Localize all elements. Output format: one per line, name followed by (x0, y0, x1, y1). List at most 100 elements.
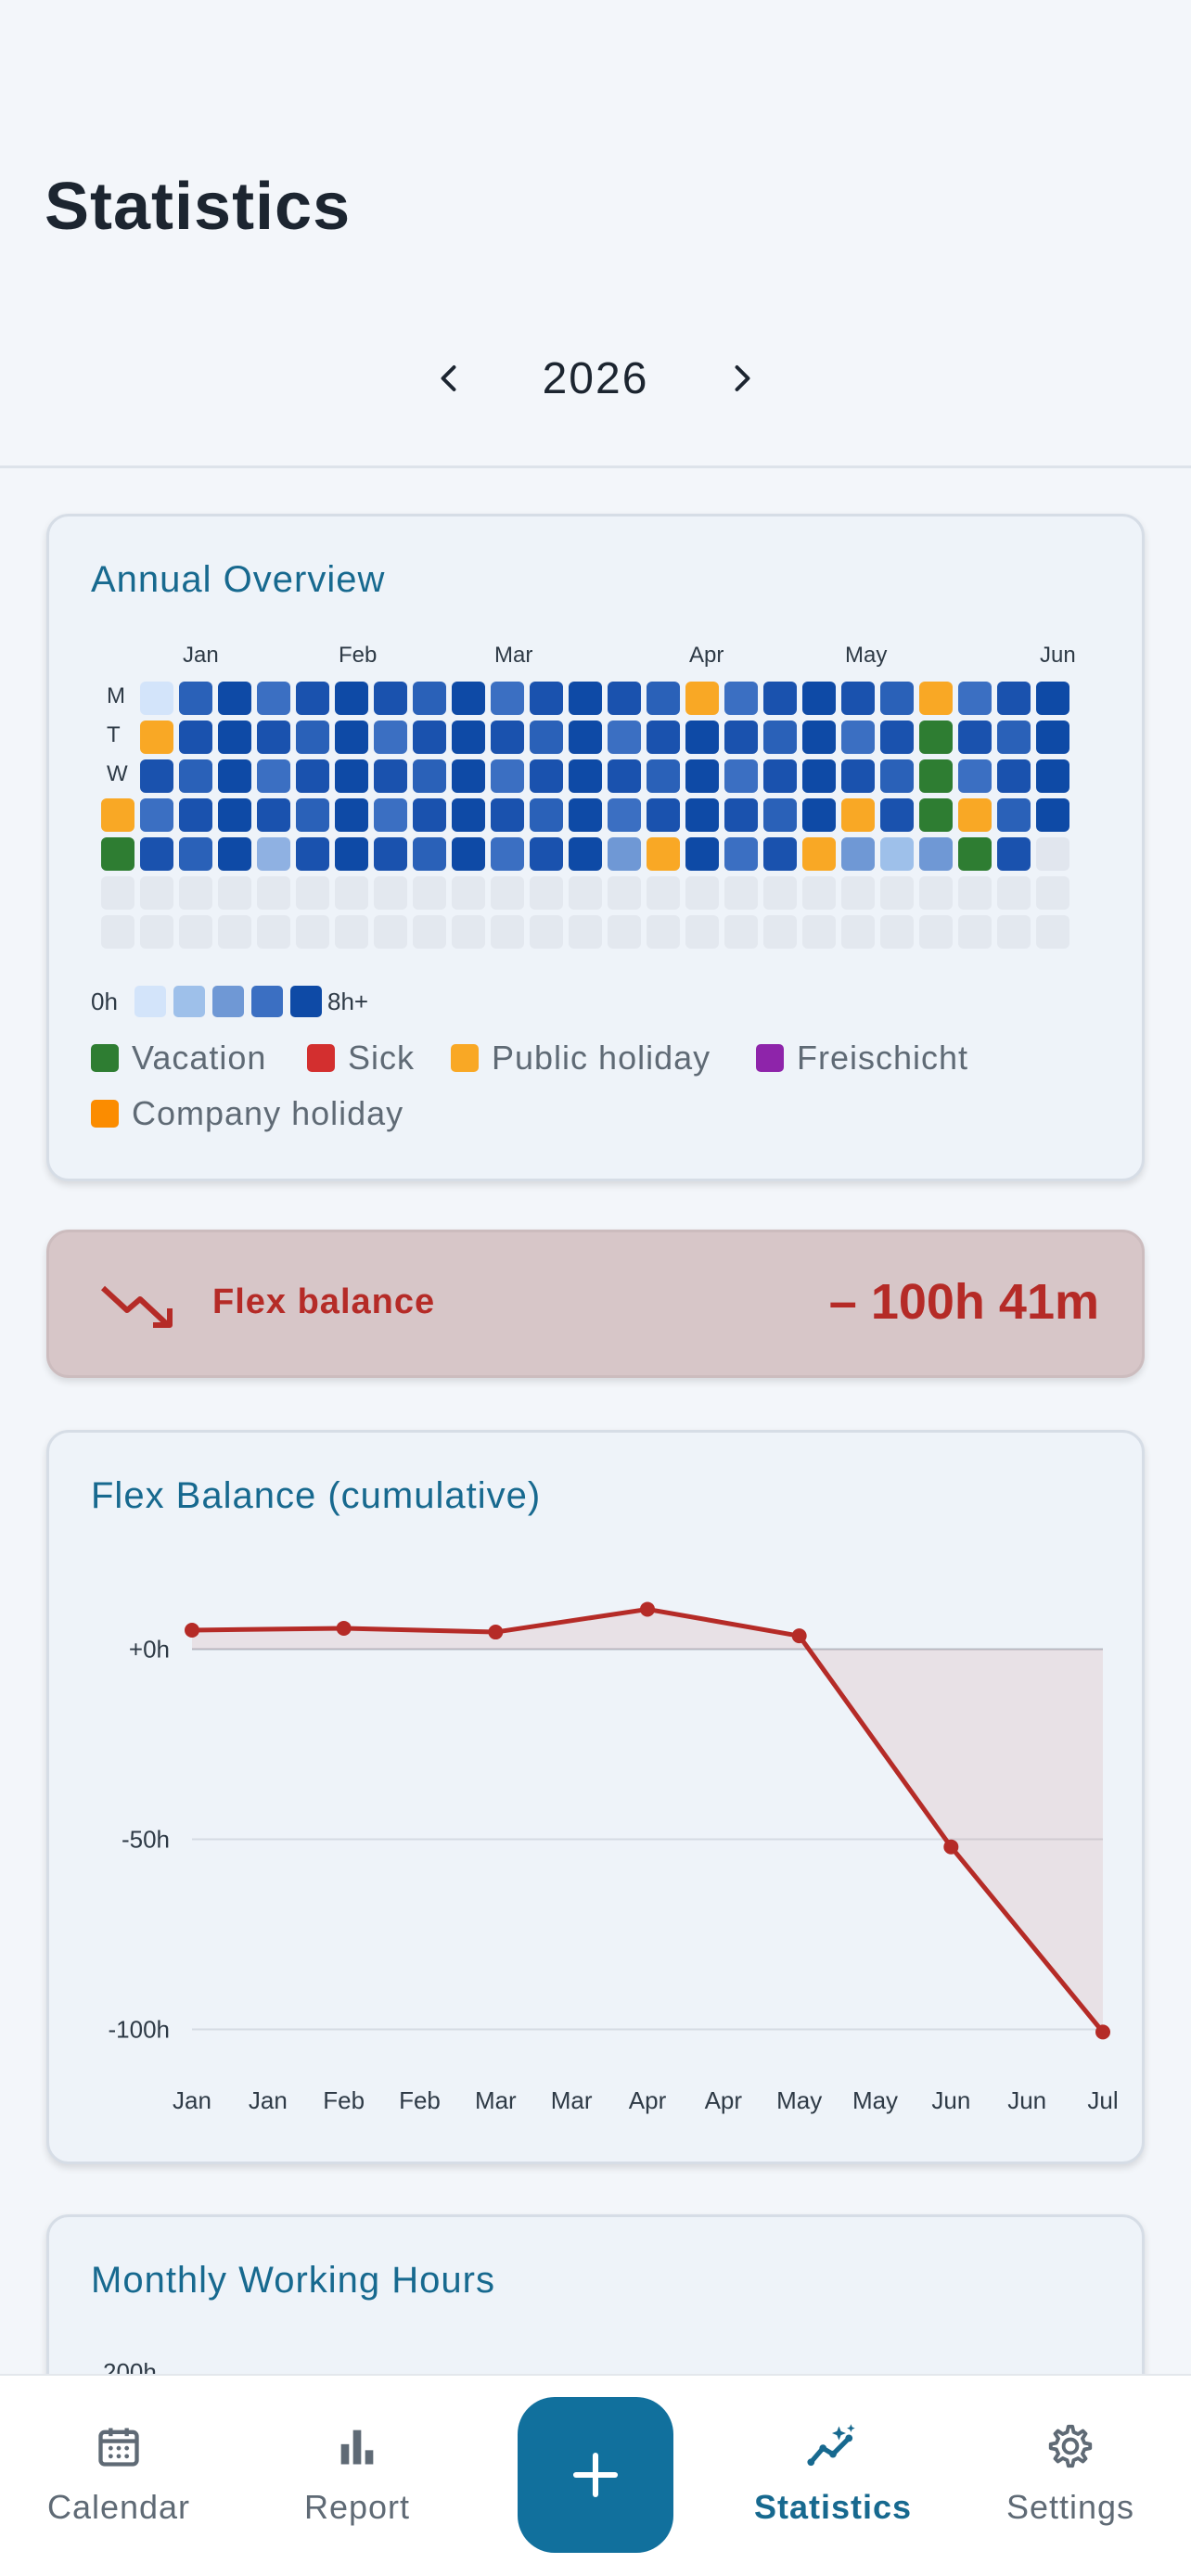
year-label: 2026 (542, 353, 649, 403)
heatmap-day-cell (647, 915, 680, 949)
x-tick-label: Mar (475, 2086, 517, 2114)
heatmap-day-cell (296, 759, 329, 793)
heatmap-day-cell (841, 837, 875, 871)
previous-year-button[interactable] (422, 351, 478, 406)
heatmap-day-cell (101, 915, 134, 949)
scale-step-2 (173, 986, 205, 1017)
heatmap-day-cell (1036, 759, 1069, 793)
heatmap-day-cell (413, 721, 446, 754)
legend-sick: Sick (307, 1039, 415, 1078)
heatmap-day-cell (179, 876, 212, 910)
weekday-label: M (107, 683, 125, 708)
flex-balance-card[interactable]: Flex balance – 100h 41m (46, 1230, 1145, 1378)
heatmap-day-cell (101, 837, 134, 871)
heatmap-day-cell (647, 837, 680, 871)
heatmap-day-cell (296, 721, 329, 754)
trending-down-icon (100, 1285, 173, 1328)
heatmap-day-cell (919, 721, 953, 754)
heatmap-day-cell (1036, 721, 1069, 754)
heatmap-day-cell (841, 721, 875, 754)
heatmap-day-cell (958, 876, 992, 910)
heatmap-day-cell (608, 759, 641, 793)
add-entry-button[interactable] (518, 2397, 673, 2553)
nav-calendar[interactable]: Calendar (17, 2422, 221, 2527)
heatmap-day-cell (257, 915, 290, 949)
freischicht-swatch (756, 1044, 784, 1072)
nav-report[interactable]: Report (255, 2422, 459, 2527)
heatmap-day-cell (374, 798, 407, 832)
heatmap-day-cell (802, 798, 836, 832)
heatmap-day-cell (802, 682, 836, 715)
heatmap-day-cell (296, 682, 329, 715)
x-tick-label: Jun (1007, 2086, 1046, 2114)
heatmap-day-cell (218, 721, 251, 754)
heatmap-day-cell (491, 798, 524, 832)
heatmap-day-cell (452, 721, 485, 754)
heatmap-day-cell (685, 759, 719, 793)
heatmap-day-cell (958, 759, 992, 793)
nav-settings[interactable]: Settings (968, 2422, 1172, 2527)
heatmap-day-cell (997, 876, 1031, 910)
x-tick-label: Jan (249, 2086, 288, 2114)
y-tick-label: -100h (109, 2016, 171, 2044)
bar-chart-icon (340, 2429, 374, 2465)
month-label: May (845, 643, 888, 668)
nav-report-label: Report (303, 2488, 411, 2526)
chevron-right-icon (735, 365, 750, 391)
heatmap-day-cell (724, 798, 758, 832)
heatmap-day-cell (452, 798, 485, 832)
heatmap-day-cell (880, 837, 914, 871)
heatmap-day-cell (140, 759, 173, 793)
sick-swatch (307, 1044, 335, 1072)
flex-balance-chart-card: Flex Balance (cumulative) +0h -50h -100h Ja… (46, 1430, 1145, 2164)
heatmap-day-cell (569, 837, 602, 871)
legend-public-holiday: Public holiday (451, 1039, 711, 1078)
heatmap-day-cell (919, 759, 953, 793)
nav-statistics[interactable]: Statistics (731, 2422, 935, 2527)
heatmap-day-cell (763, 915, 797, 949)
heatmap-day-cell (958, 721, 992, 754)
heatmap-day-cell (841, 682, 875, 715)
monthly-chart-title: Monthly Working Hours (91, 2260, 495, 2301)
heatmap-day-cell (1036, 682, 1069, 715)
weekday-label: T (107, 722, 121, 747)
heatmap-day-cell (179, 837, 212, 871)
x-tick-label: May (852, 2086, 898, 2114)
next-year-button[interactable] (713, 351, 769, 406)
heatmap-day-cell (763, 837, 797, 871)
heatmap-day-cell (802, 759, 836, 793)
flex-balance-label: Flex balance (212, 1282, 436, 1321)
heatmap-day-cell (491, 682, 524, 715)
heatmap-day-cell (296, 798, 329, 832)
heatmap-day-cell (569, 915, 602, 949)
heatmap-day-cell (685, 876, 719, 910)
heatmap-day-cell (841, 798, 875, 832)
x-tick-label: Feb (399, 2086, 441, 2114)
heatmap-day-cell (1036, 837, 1069, 871)
heatmap-day-cell (530, 915, 563, 949)
heatmap-day-cell (374, 682, 407, 715)
heatmap-day-cell (218, 837, 251, 871)
heatmap-day-cell (530, 876, 563, 910)
scale-step-3 (212, 986, 244, 1017)
heatmap-day-cell (880, 798, 914, 832)
heatmap-day-cell (257, 682, 290, 715)
heatmap-day-cell (958, 837, 992, 871)
heatmap-day-cell (997, 915, 1031, 949)
heatmap-day-cell (257, 837, 290, 871)
heatmap-day-cell (296, 837, 329, 871)
insights-icon (807, 2424, 855, 2467)
heatmap-day-cell (374, 721, 407, 754)
heatmap-day-cell (374, 876, 407, 910)
heatmap-day-cell (685, 837, 719, 871)
gear-icon (1048, 2424, 1093, 2468)
heatmap-day-cell (569, 682, 602, 715)
heatmap-day-cell (491, 837, 524, 871)
heatmap-day-cell (685, 682, 719, 715)
heatmap-day-cell (452, 915, 485, 949)
heatmap-day-cell (530, 721, 563, 754)
month-label: Jun (1040, 643, 1076, 668)
heatmap-day-cell (218, 682, 251, 715)
legend-company-holiday: Company holiday (91, 1094, 403, 1133)
